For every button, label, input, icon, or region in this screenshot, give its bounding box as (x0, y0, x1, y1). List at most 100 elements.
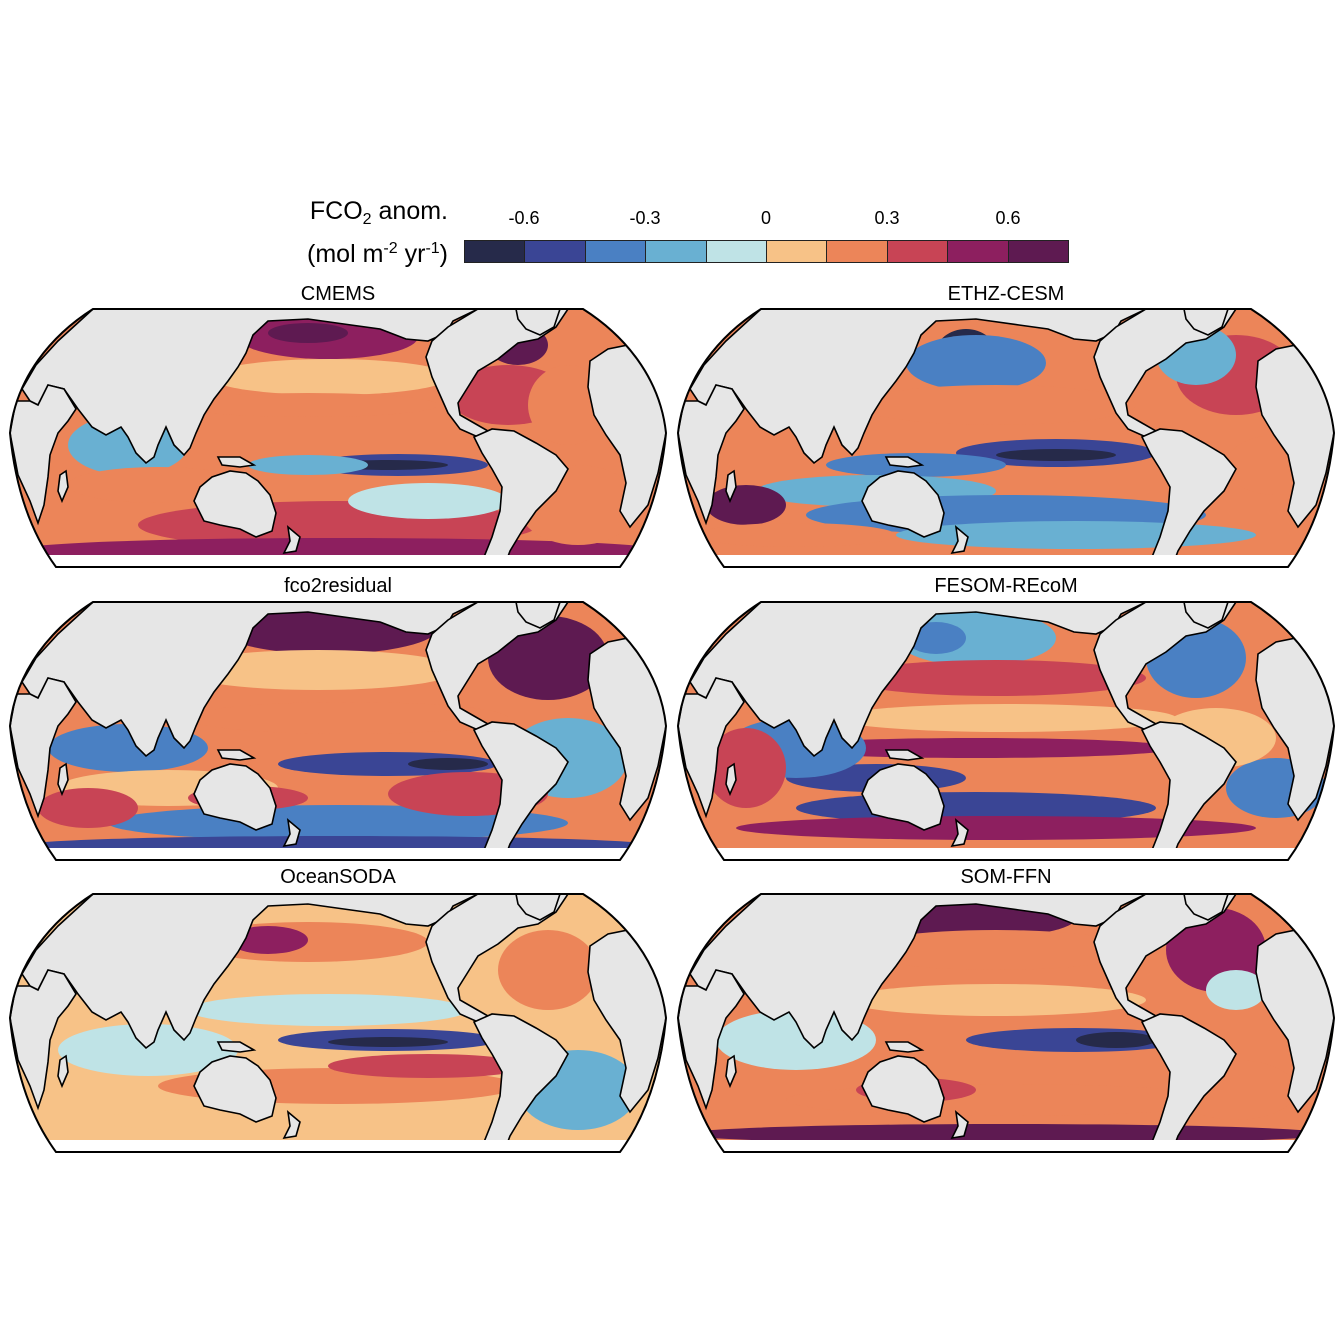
anomaly-patch (210, 359, 450, 395)
anomaly-patch (268, 323, 348, 343)
anomaly-patch (248, 455, 368, 475)
land-southamerica (1140, 1013, 1237, 1152)
legend-title: FCO2 anom. (mol m-2 yr-1) (250, 192, 448, 272)
panel-title-fesom-recom: FESOM-REcoM (934, 575, 1078, 597)
anomaly-patch (348, 483, 508, 519)
land-greenland (1183, 894, 1230, 921)
land-antarctica (10, 555, 666, 567)
colorbar-tick-label: -0.3 (629, 208, 661, 228)
map-som-ffn (676, 893, 1336, 1153)
land-africa (10, 384, 77, 526)
land-newguinea (216, 456, 257, 468)
land-southamerica (472, 428, 569, 567)
map-frame (676, 893, 1336, 1153)
land-northamerica (1093, 894, 1238, 1023)
colorbar-segment (887, 241, 949, 262)
anomaly-patch (278, 752, 498, 776)
anomaly-patch (716, 1010, 876, 1070)
land-antarctica (10, 848, 666, 860)
land-greenland (515, 894, 562, 921)
land-northamerica (1093, 602, 1238, 731)
colorbar-segment (706, 241, 768, 262)
panel-title-som-ffn: SOM-FFN (960, 866, 1052, 888)
land-australia (861, 763, 945, 831)
colorbar-tick-label: 0.3 (874, 208, 900, 228)
land-antarctica (678, 1140, 1334, 1152)
anomaly-patch (696, 523, 896, 547)
land-northamerica (1093, 309, 1238, 438)
land-southamerica (1140, 721, 1237, 860)
map-cmems (8, 308, 668, 568)
anomaly-patch (328, 1037, 448, 1047)
land-greenland (515, 309, 562, 336)
land-southamerica (1140, 428, 1237, 567)
anomaly-patch (1076, 1032, 1156, 1048)
land-australia (193, 470, 277, 538)
land-newguinea (216, 1041, 257, 1053)
anomaly-patch (846, 660, 1146, 696)
land-greenland (1183, 602, 1230, 629)
anomaly-patch (58, 1024, 238, 1076)
colorbar-segment (1008, 241, 1069, 262)
panel-title-cmems: CMEMS (300, 283, 376, 305)
land-southamerica (472, 1013, 569, 1152)
anomaly-patch (498, 930, 598, 1010)
land-australia (861, 470, 945, 538)
land-australia (193, 1055, 277, 1123)
map-ethz-cesm (676, 308, 1336, 568)
colorbar-segment (767, 241, 828, 262)
anomaly-patch (896, 521, 1256, 549)
anomaly-patch (786, 1084, 1226, 1116)
panel-title-oceansoda: OceanSODA (280, 866, 396, 888)
land-northamerica (425, 894, 570, 1023)
land-newzealand (282, 818, 301, 848)
colorbar-segment (948, 241, 1009, 262)
land-greenland (1183, 309, 1230, 336)
map-frame (676, 308, 1336, 568)
colorbar-tick-label: 0 (760, 208, 772, 228)
land-southamerica (472, 721, 569, 860)
land-africa (678, 384, 745, 526)
land-madagascar (725, 1054, 737, 1089)
land-madagascar (57, 762, 69, 797)
land-newzealand (950, 1110, 969, 1140)
colorbar-segment (585, 241, 647, 262)
map-fco2residual (8, 601, 668, 861)
anomaly-patch (408, 758, 488, 770)
land-africa (10, 677, 77, 819)
land-northamerica (425, 309, 570, 438)
land-antarctica (10, 1140, 666, 1152)
anomaly-patch (996, 449, 1116, 461)
land-antarctica (678, 555, 1334, 567)
land-africa (678, 677, 745, 819)
land-madagascar (57, 469, 69, 504)
land-australia (861, 1055, 945, 1123)
colorbar-segment (465, 241, 526, 262)
anomaly-patch (906, 335, 1046, 391)
colorbar-segment (827, 241, 888, 262)
colorbar-segment (646, 241, 707, 262)
land-newzealand (950, 525, 969, 555)
map-oceansoda (8, 893, 668, 1153)
legend-title-line-1: FCO2 anom. (309, 197, 448, 228)
colorbar (464, 240, 1069, 263)
land-newzealand (950, 818, 969, 848)
anomaly-patch (188, 702, 508, 734)
anomaly-patch (776, 738, 1176, 758)
anomaly-patch (178, 393, 438, 417)
land-antarctica (678, 848, 1334, 860)
map-fesom-recom (676, 601, 1336, 861)
panel-title-ethz-cesm: ETHZ-CESM (947, 283, 1065, 305)
land-newguinea (216, 749, 257, 761)
land-newzealand (282, 525, 301, 555)
colorbar-tick-label: 0.6 (995, 208, 1021, 228)
land-greenland (515, 602, 562, 629)
anomaly-patch (846, 984, 1146, 1016)
anomaly-patch (98, 1106, 578, 1134)
colorbar-segment (525, 241, 586, 262)
anomaly-patch (706, 728, 786, 808)
anomaly-patch (188, 994, 468, 1026)
anomaly-patch (48, 724, 208, 772)
land-africa (678, 969, 745, 1111)
anomaly-patch (836, 704, 1176, 732)
